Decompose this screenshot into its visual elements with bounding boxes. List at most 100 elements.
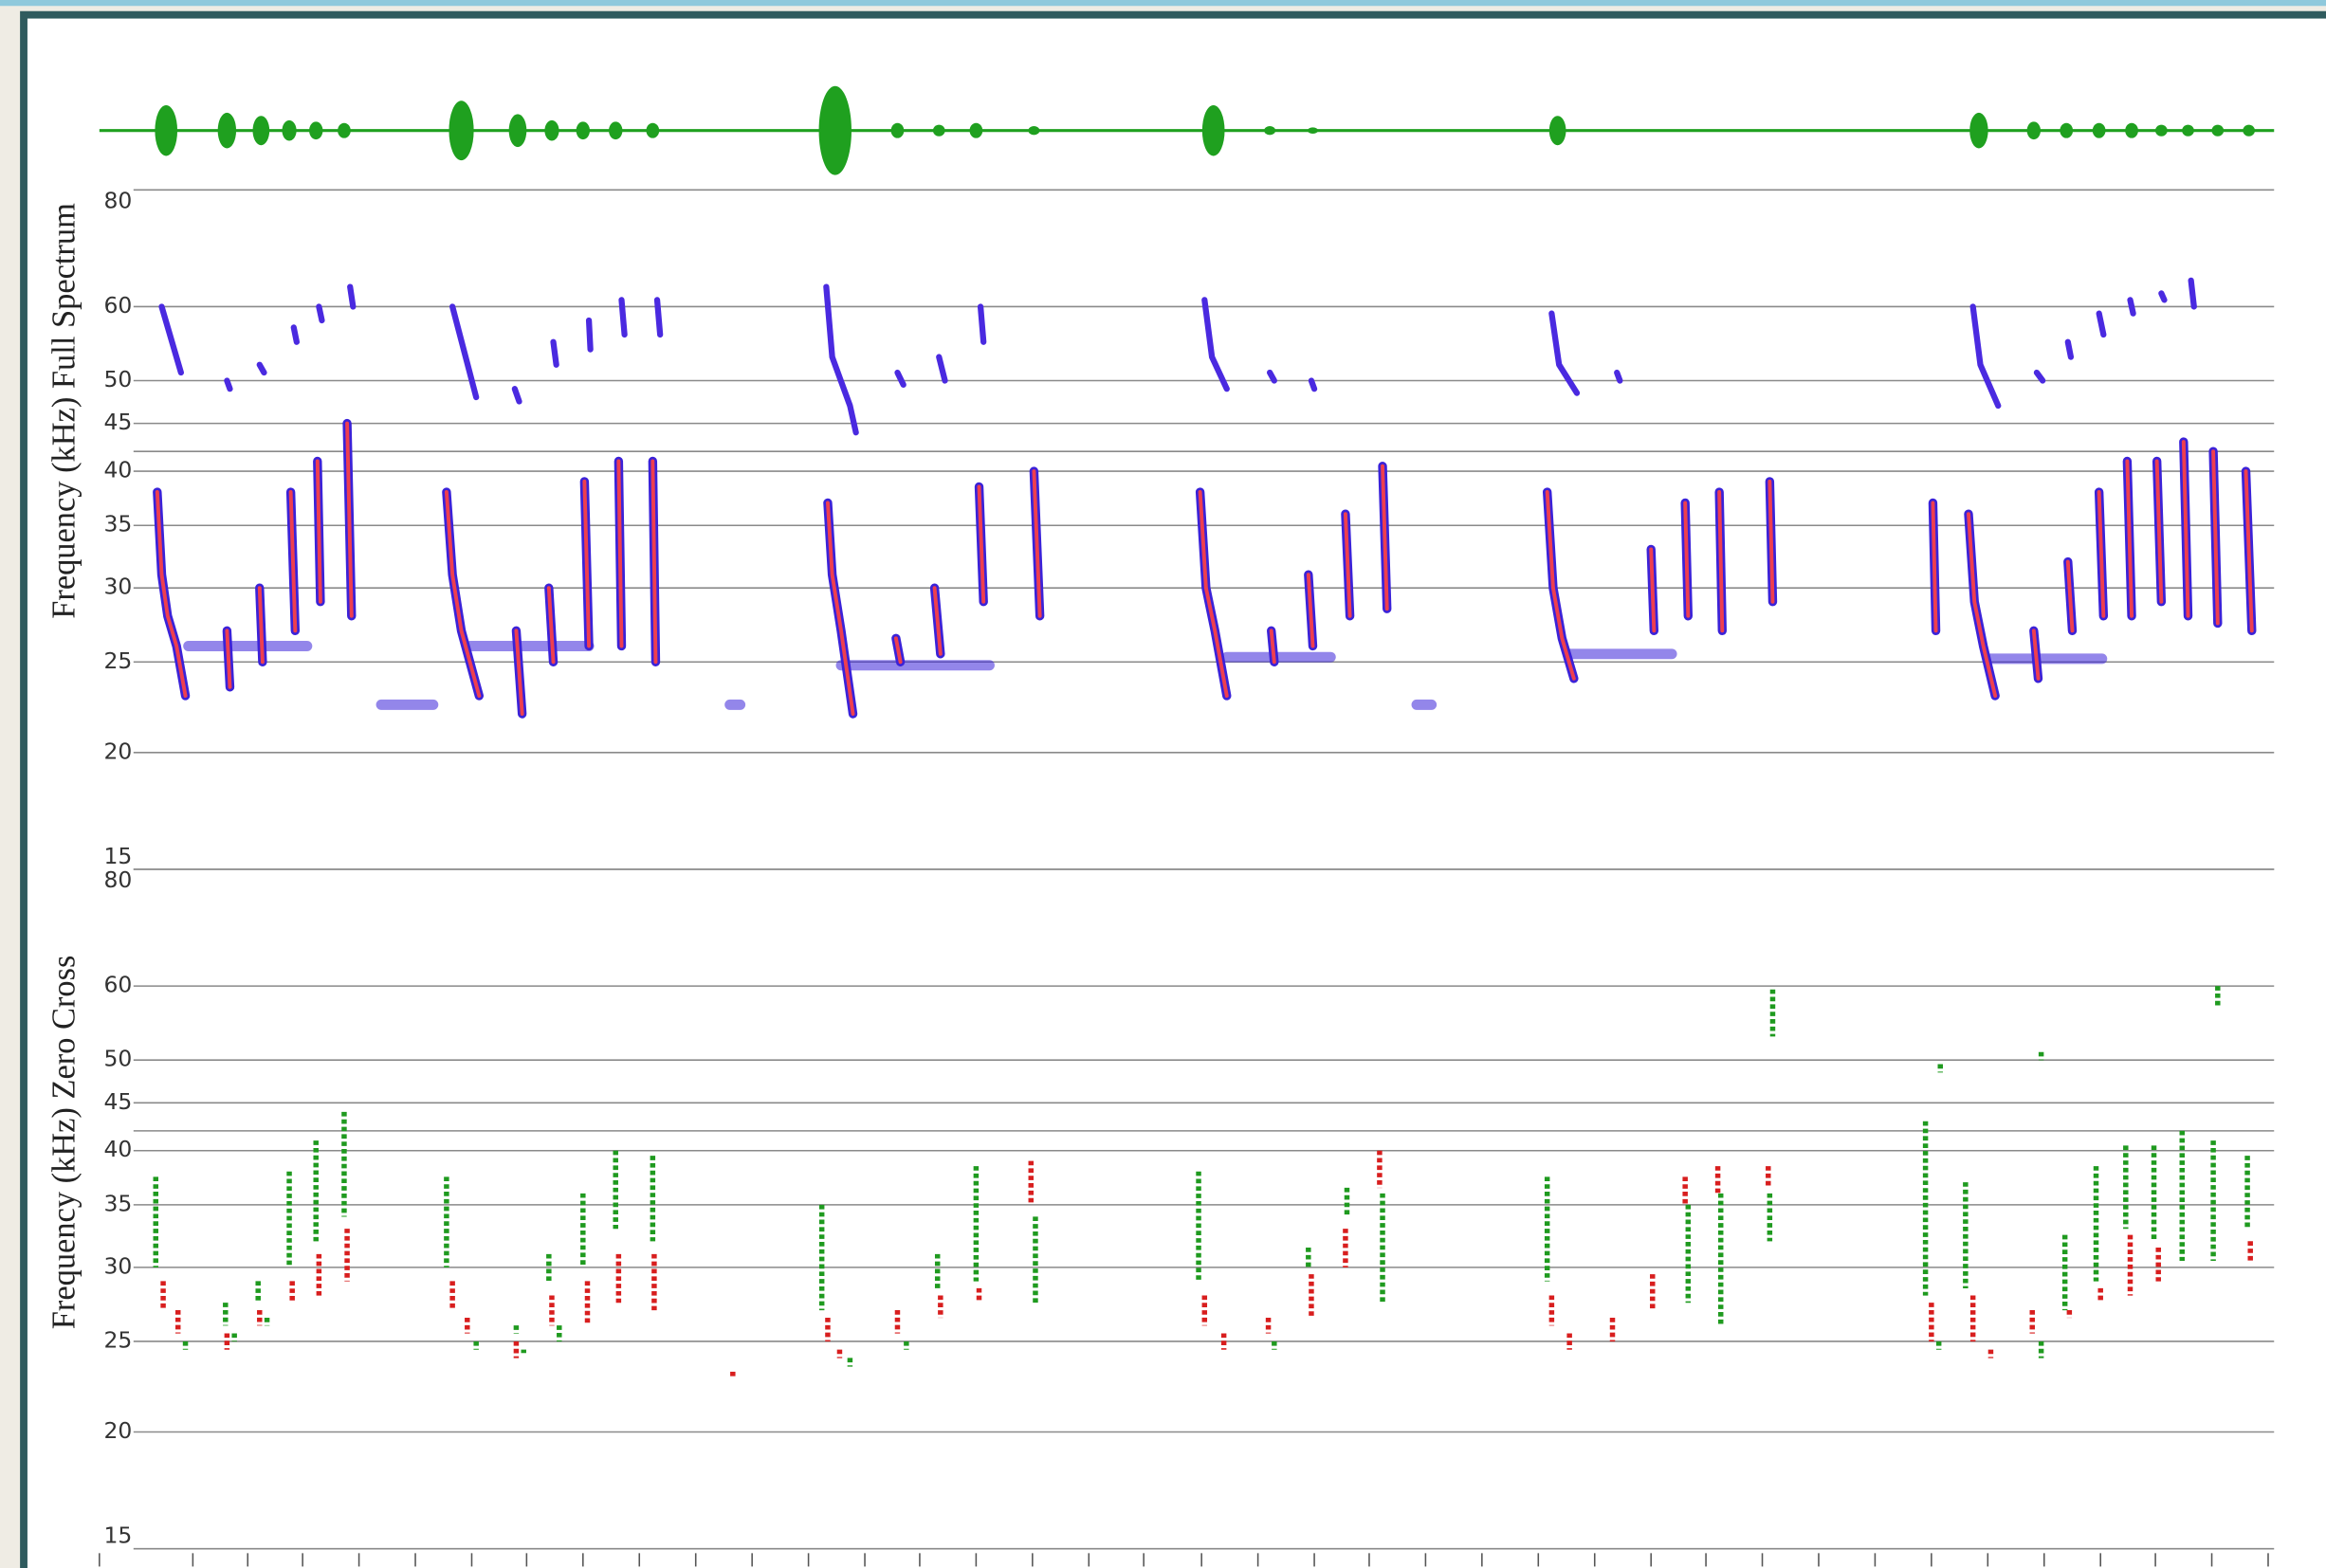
call-core [2244, 469, 2254, 633]
y-tick-label: 20 [104, 738, 133, 764]
call-core [650, 459, 658, 665]
waveform-burst [282, 119, 297, 141]
y-tick-label: 80 [104, 187, 133, 213]
call-core [2181, 440, 2190, 618]
call-core [1032, 469, 1042, 618]
call-core [155, 490, 188, 698]
call-trace [2096, 310, 2107, 338]
call-core [514, 629, 524, 716]
call-core [288, 490, 298, 633]
call-trace [585, 317, 594, 353]
waveform-burst [1264, 126, 1276, 136]
call-core [1343, 512, 1352, 618]
waveform-burst [1307, 127, 1319, 134]
call-trace [347, 283, 357, 310]
y-tick-label: 40 [104, 457, 133, 483]
call-core [257, 586, 265, 665]
call-trace [936, 354, 948, 384]
waveform-burst [309, 121, 323, 140]
y-axis-label: Frequency (kHz) Zero Cross [46, 956, 82, 1330]
call-trace [256, 361, 267, 376]
call-core [582, 479, 592, 648]
waveform-burst [1028, 126, 1040, 136]
call-trace [977, 303, 987, 345]
call-core [616, 459, 624, 648]
y-tick-label: 40 [104, 1136, 133, 1162]
waveform-burst [1548, 116, 1566, 146]
waveform-burst [252, 116, 270, 146]
plot-frame [20, 10, 2326, 1568]
waveform-burst [338, 122, 351, 138]
call-trace [2033, 369, 2046, 384]
waveform-burst [155, 104, 178, 156]
waveform-burst [932, 124, 945, 137]
call-trace [1308, 377, 1318, 392]
call-core [345, 421, 354, 618]
y-tick-label: 60 [104, 292, 133, 319]
waveform-burst [2060, 122, 2074, 138]
waveform-burst [2125, 122, 2138, 138]
call-trace [449, 303, 480, 401]
waveform-burst [449, 100, 474, 161]
call-trace [290, 324, 301, 345]
waveform-burst [2026, 121, 2042, 140]
call-trace [2064, 338, 2075, 360]
call-trace [1969, 303, 2002, 410]
y-tick-label: 50 [104, 366, 133, 392]
call-trace [1548, 310, 1581, 396]
y-tick-label: 50 [104, 1046, 133, 1072]
top-bar [0, 0, 2326, 7]
call-core [2097, 490, 2106, 618]
call-core [977, 484, 986, 604]
y-tick-label: 45 [104, 409, 133, 435]
call-core [2211, 449, 2220, 626]
call-core [2031, 629, 2041, 681]
call-trace [550, 338, 559, 368]
waveform-burst [508, 114, 527, 148]
call-trace [1267, 369, 1277, 384]
y-tick-label: 30 [104, 1252, 133, 1279]
waveform-burst [2092, 122, 2106, 138]
call-core [2065, 559, 2075, 633]
call-core [315, 459, 322, 604]
y-tick-label: 30 [104, 574, 133, 600]
waveform-burst [969, 122, 983, 138]
y-tick-label: 45 [104, 1088, 133, 1115]
call-core [932, 586, 943, 656]
call-core [1545, 490, 1576, 681]
y-tick-label: 80 [104, 866, 133, 893]
call-core [2125, 459, 2134, 618]
y-tick-label: 20 [104, 1417, 133, 1444]
waveform-burst [609, 121, 623, 140]
call-trace [316, 303, 325, 324]
call-core [1967, 512, 1998, 698]
call-core [1269, 629, 1276, 665]
call-core [825, 501, 855, 716]
call-trace [653, 297, 664, 338]
call-trace [2158, 290, 2168, 303]
call-core [444, 490, 482, 698]
waveform-burst [890, 122, 905, 138]
waveform-burst [2182, 124, 2194, 137]
call-core [1306, 573, 1315, 648]
call-core [893, 636, 903, 665]
y-tick-label: 15 [104, 1522, 133, 1549]
y-tick-label: 25 [104, 1326, 133, 1353]
waveform-burst [544, 119, 559, 141]
y-tick-label: 60 [104, 972, 133, 998]
y-axis-label: Frequency (kHz) Full Spectrum [46, 203, 82, 619]
call-core [1683, 501, 1691, 618]
waveform-burst [2243, 124, 2255, 137]
call-trace [1614, 369, 1623, 384]
call-core [1381, 464, 1389, 611]
call-core [225, 629, 232, 689]
waveform-burst [2211, 124, 2225, 137]
call-core [1198, 490, 1229, 698]
call-core [1717, 490, 1725, 633]
call-trace [224, 377, 233, 392]
call-trace [894, 369, 907, 388]
y-tick-label: 15 [104, 843, 133, 869]
call-core [1649, 547, 1657, 633]
